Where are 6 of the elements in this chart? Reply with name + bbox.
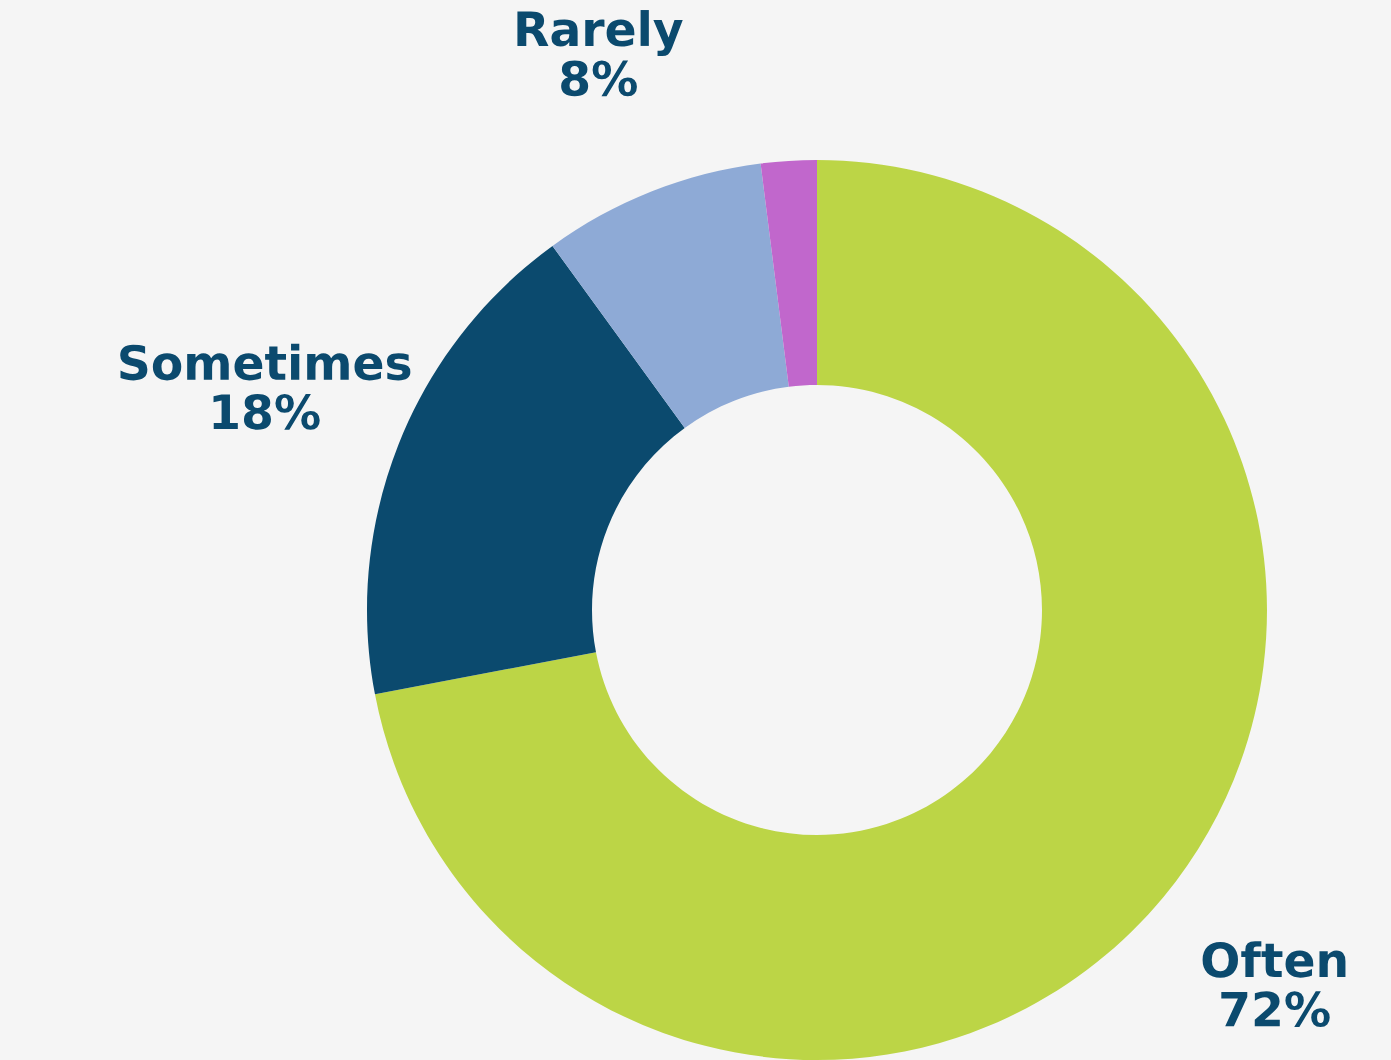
data-label: 72% — [1221, 991, 1330, 1027]
slice-label: Rarely — [517, 10, 683, 57]
slice-label: Sometimes — [120, 343, 411, 381]
slice-label: Often — [1202, 941, 1346, 978]
data-label: 18% — [213, 393, 320, 430]
data-label: 8% — [561, 60, 637, 97]
